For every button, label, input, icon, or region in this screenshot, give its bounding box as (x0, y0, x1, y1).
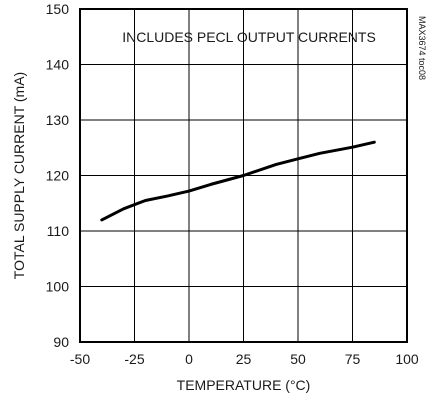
x-tick-label: 50 (290, 351, 306, 367)
x-tick-label: -25 (124, 351, 144, 367)
y-tick-label: 100 (46, 279, 70, 295)
x-tick-label: 0 (185, 351, 193, 367)
x-tick-label: -50 (70, 351, 90, 367)
y-tick-labels: 90 100 110 120 130 140 150 (46, 1, 70, 350)
x-tick-labels: -50 -25 0 25 50 75 100 (70, 351, 419, 367)
chart-annotation: INCLUDES PECL OUTPUT CURRENTS (122, 29, 376, 45)
plot-frame (79, 8, 408, 343)
y-tick-label: 110 (47, 223, 70, 239)
x-tick-label: 75 (345, 351, 361, 367)
x-tick-label: 100 (395, 351, 419, 367)
y-tick-label: 90 (53, 334, 69, 350)
y-tick-label: 140 (46, 57, 70, 73)
y-axis-title: TOTAL SUPPLY CURRENT (mA) (11, 72, 27, 279)
x-axis-title: TEMPERATURE (°C) (177, 377, 311, 393)
figure-code-label: MAX3674 toc08 (417, 16, 426, 80)
series-layer (100, 140, 376, 222)
x-tick-label: 25 (236, 351, 252, 367)
grid (80, 9, 407, 342)
y-tick-label: 120 (46, 168, 70, 184)
y-tick-label: 130 (46, 112, 70, 128)
y-tick-label: 150 (46, 1, 70, 17)
series-line (100, 140, 376, 222)
